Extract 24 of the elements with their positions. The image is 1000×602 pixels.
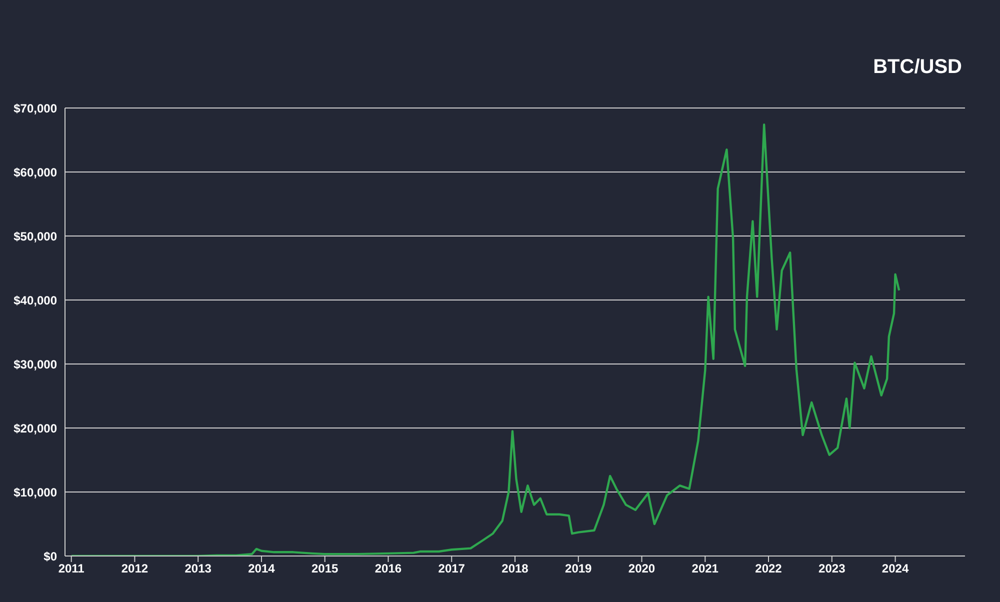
- y-tick-label: $30,000: [14, 357, 58, 372]
- y-tick-label: $40,000: [14, 293, 58, 308]
- x-tick-label: 2017: [438, 562, 466, 576]
- x-tick-label: 2018: [502, 562, 529, 576]
- y-tick-label: $50,000: [14, 229, 58, 244]
- x-tick-label: 2015: [312, 562, 339, 576]
- x-tick-label: 2016: [374, 562, 402, 576]
- x-tick-label: 2020: [628, 562, 656, 576]
- y-tick-label: $70,000: [14, 101, 58, 116]
- x-tick-label: 2013: [184, 562, 212, 576]
- x-tick-label: 2019: [565, 562, 592, 576]
- x-tick-label: 2022: [755, 562, 782, 576]
- x-tick-label: 2024: [882, 562, 909, 576]
- x-tick-label: 2023: [818, 562, 846, 576]
- x-tick-label: 2012: [121, 562, 148, 576]
- x-tick-label: 2011: [58, 562, 85, 576]
- x-tick-label: 2014: [248, 562, 276, 576]
- chart-title: BTC/USD: [873, 56, 962, 79]
- line-series: [70, 124, 900, 556]
- y-tick-label: $60,000: [14, 165, 58, 180]
- y-tick-label: $20,000: [14, 421, 58, 436]
- y-tick-label: $0: [44, 549, 58, 564]
- y-tick-label: $10,000: [14, 485, 58, 500]
- x-tick-label: 2021: [692, 562, 719, 576]
